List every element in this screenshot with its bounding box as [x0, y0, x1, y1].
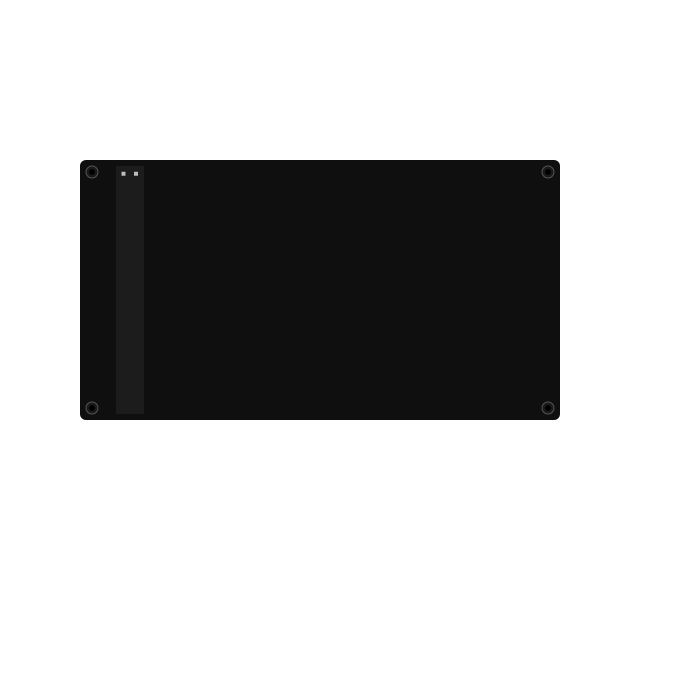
- pcb-board: [80, 160, 560, 420]
- pin-header: [116, 166, 144, 414]
